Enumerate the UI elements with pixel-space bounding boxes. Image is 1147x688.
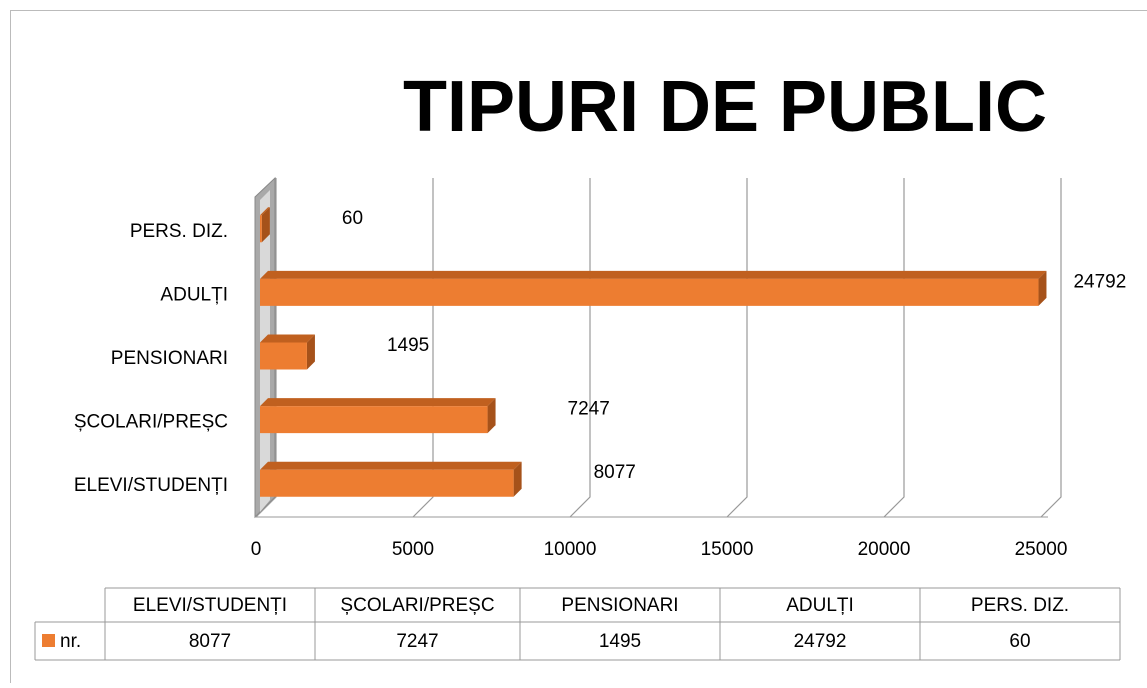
legend-key [42,634,55,647]
bar-face [260,470,514,497]
table-value: 24792 [794,631,847,652]
table-value: 60 [1009,631,1030,652]
table-header: ȘCOLARI/PREȘC [340,595,494,616]
bar [260,462,522,497]
y-tick-label: PENSIONARI [111,348,228,369]
x-tick-label: 0 [251,539,262,560]
data-label: 8077 [594,462,636,483]
x-tick-label: 5000 [392,539,434,560]
grid-line [727,178,747,517]
table-header: ELEVI/STUDENȚI [133,595,287,616]
bar [260,398,496,433]
x-tick-label: 15000 [701,539,754,560]
grid-line [1041,178,1061,517]
table-value: 1495 [599,631,641,652]
bar [260,335,315,370]
data-label: 1495 [387,335,429,356]
bar-face [260,335,315,343]
y-tick-label: ȘCOLARI/PREȘC [74,412,228,433]
bar-face [260,398,496,406]
bar-face [260,343,307,370]
legend-label: nr. [60,631,81,652]
chart-title: TIPURI DE PUBLIC [403,67,1047,147]
bar-face [260,279,1038,306]
table-header: PENSIONARI [561,595,678,616]
y-tick-label: PERS. DIZ. [130,221,228,242]
table-header: ADULȚI [786,595,854,616]
x-tick-label: 20000 [858,539,911,560]
data-label: 24792 [1073,271,1126,292]
y-tick-label: ELEVI/STUDENȚI [74,475,228,496]
data-label: 7247 [568,399,610,420]
bar-face [260,406,488,433]
bar-face [260,462,522,470]
y-tick-label: ADULȚI [160,284,228,305]
bar-face [260,215,262,242]
bar [260,271,1046,306]
table-header: PERS. DIZ. [971,595,1069,616]
x-tick-label: 10000 [544,539,597,560]
x-tick-label: 25000 [1015,539,1068,560]
grid-line [570,178,590,517]
table-value: 8077 [189,631,231,652]
grid-line [884,178,904,517]
data-label: 60 [342,208,363,229]
bar-face [260,271,1046,279]
table-value: 7247 [396,631,438,652]
